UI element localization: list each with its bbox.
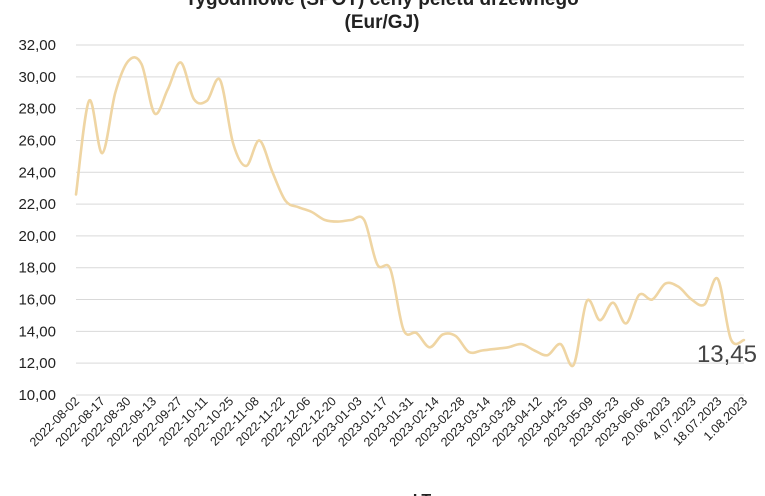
y-tick-label: 10,00 xyxy=(18,387,56,404)
y-tick-label: 12,00 xyxy=(18,355,56,372)
y-tick-label: 24,00 xyxy=(18,164,56,181)
y-tick-label: 22,00 xyxy=(18,196,56,213)
y-axis-tick-labels: 10,00 12,00 14,00 16,00 18,00 20,00 22,00 24,00… xyxy=(18,37,56,404)
y-tick-label: 30,00 xyxy=(18,69,56,86)
legend-label: LT xyxy=(413,492,432,496)
chart-title-line1: Tygodniowe (SPOT) ceny peletu drzewnego xyxy=(185,0,578,10)
chart-title-line2: (Eur/GJ) xyxy=(345,12,420,33)
x-axis-tick-labels: 2022-08-022022-08-172022-08-302022-09-13… xyxy=(27,394,750,449)
y-tick-label: 26,00 xyxy=(18,132,56,149)
y-tick-label: 16,00 xyxy=(18,292,56,309)
price-series-line xyxy=(74,56,746,368)
y-tick-label: 32,00 xyxy=(18,37,56,54)
y-tick-label: 18,00 xyxy=(18,260,56,277)
last-value-annotation: 13,45 xyxy=(697,341,757,368)
gridlines xyxy=(76,44,744,396)
y-tick-label: 14,00 xyxy=(18,323,56,340)
y-tick-label: 28,00 xyxy=(18,101,56,118)
y-tick-label: 20,00 xyxy=(18,228,56,245)
